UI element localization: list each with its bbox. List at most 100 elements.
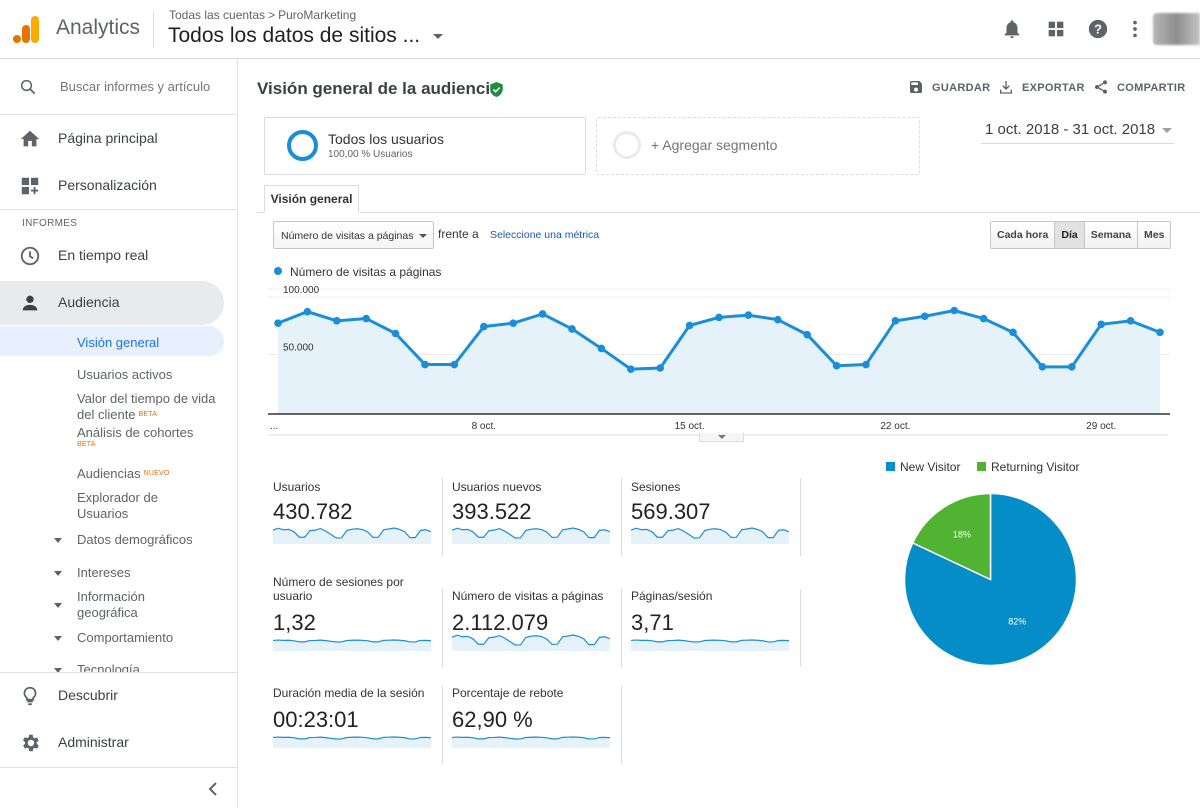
chart-data-point — [891, 317, 900, 325]
granularity-week-button[interactable]: Semana — [1083, 222, 1137, 248]
avatar[interactable] — [1153, 13, 1200, 45]
sidebar-sub-item-lifetime-value[interactable]: Valor del tiempo de vida del cliente BETA — [77, 391, 217, 423]
scorecard-value: 3,71 — [631, 610, 674, 635]
sidebar-item-discover[interactable]: Descubrir — [0, 674, 237, 718]
scorecard-pageviews[interactable]: Número de visitas a páginas 2.112.079 — [452, 589, 622, 669]
chevron-down-icon — [1162, 128, 1172, 133]
scorecard-value: 569.307 — [631, 499, 711, 524]
scorecard-label: Sesiones — [631, 480, 681, 494]
breadcrumb[interactable]: Todas las cuentas > PuroMarketing — [169, 8, 356, 22]
date-range-picker[interactable]: 1 oct. 2018 - 31 oct. 2018 — [981, 120, 1174, 144]
sparkline-line — [273, 639, 431, 643]
scorecard-sessions[interactable]: Sesiones 569.307 — [631, 480, 801, 560]
chart-resize-handle[interactable] — [699, 433, 744, 442]
segment-all-users[interactable]: Todos los usuarios 100,00 % Usuarios — [264, 117, 586, 175]
sparkline-area — [273, 528, 431, 544]
scorecard-divider — [442, 478, 443, 556]
sidebar-sub-item-demographics[interactable]: Datos demográficos — [77, 532, 193, 547]
expand-arrow-icon[interactable] — [54, 538, 62, 543]
chart-data-point — [333, 317, 341, 325]
series-legend-label[interactable]: Número de visitas a páginas — [290, 265, 442, 279]
breadcrumb-parent[interactable]: Todas las cuentas — [169, 8, 266, 22]
metric-select-value: Número de visitas a páginas — [281, 230, 414, 242]
add-segment-label: + Agregar segmento — [651, 137, 778, 153]
scorecard-sessions-per-user[interactable]: Número de sesiones por usuario 1,32 — [273, 575, 443, 655]
sidebar-item-customization[interactable]: Personalización — [0, 164, 237, 208]
breadcrumb-separator: > — [268, 8, 276, 22]
scorecard-label: Porcentaje de rebote — [452, 686, 564, 700]
line-chart: 100.000 50.000... 8 oct. 15 oct. 22 oct. 29 o… — [268, 285, 1170, 436]
expand-arrow-icon[interactable] — [54, 668, 62, 673]
sidebar-sub-item-active-users[interactable]: Usuarios activos — [77, 367, 173, 382]
help-icon[interactable]: ? — [1087, 18, 1109, 40]
chart-data-point — [1068, 363, 1076, 371]
sidebar-sub-item-label: Análisis de cohortes — [77, 425, 194, 440]
scorecard-label: Duración media de la sesión — [273, 686, 425, 700]
sidebar-item-label: Administrar — [58, 734, 129, 750]
scorecard-divider — [442, 589, 443, 667]
sparkline-area — [273, 737, 431, 748]
granularity-day-button[interactable]: Día — [1054, 222, 1084, 248]
share-label: COMPARTIR — [1117, 82, 1186, 94]
sidebar-item-realtime[interactable]: En tiempo real — [0, 234, 237, 278]
beta-badge: BETA — [138, 411, 158, 418]
sidebar-sub-item-overview[interactable]: Visión general — [77, 335, 160, 350]
sidebar-item-audience[interactable]: Audiencia — [0, 281, 224, 325]
sidebar-item-home[interactable]: Página principal — [0, 117, 237, 161]
app-name[interactable]: Analytics — [56, 16, 141, 39]
scorecard-divider — [621, 478, 622, 556]
export-label: EXPORTAR — [1022, 82, 1085, 94]
legend-label: New Visitor — [900, 460, 961, 474]
chart-data-point — [685, 321, 694, 330]
granularity-hourly-button[interactable]: Cada hora — [991, 222, 1055, 248]
sparkline-line — [631, 527, 789, 539]
chevron-down-icon[interactable] — [433, 34, 443, 39]
sidebar-sub-item-geo[interactable]: Información geográfica — [77, 589, 145, 620]
pie-slice — [903, 492, 1078, 667]
property-view-selector[interactable]: Todos los datos de sitios ... — [168, 24, 421, 47]
scorecard-users[interactable]: Usuarios 430.782 — [273, 480, 443, 560]
sparkline-area — [452, 737, 610, 748]
sidebar-sub-item-interests[interactable]: Intereses — [77, 565, 131, 580]
scorecard-divider — [800, 589, 801, 667]
download-icon — [1000, 81, 1012, 94]
expand-arrow-icon[interactable] — [54, 571, 62, 576]
sidebar-sub-item-technology[interactable]: Tecnología — [77, 662, 140, 672]
search-input[interactable] — [60, 79, 210, 94]
save-icon — [910, 81, 922, 93]
tab-overview[interactable]: Visión general — [264, 185, 359, 213]
sidebar-item-admin[interactable]: Administrar — [0, 721, 237, 765]
scorecard-new-users[interactable]: Usuarios nuevos 393.522 — [452, 480, 622, 560]
scorecard-value: 430.782 — [273, 499, 353, 524]
metric-select[interactable]: Número de visitas a páginas — [273, 221, 434, 249]
chart-data-point — [979, 314, 988, 323]
add-segment-button[interactable]: + Agregar segmento — [596, 117, 920, 175]
scorecard-sparkline — [452, 527, 610, 544]
analytics-logo-icon[interactable] — [12, 14, 40, 44]
scorecard-divider — [621, 589, 622, 667]
search-icon[interactable] — [19, 78, 37, 96]
select-metric-link[interactable]: Seleccione una métrica — [490, 229, 600, 241]
sparkline-line — [452, 527, 610, 539]
apps-grid-icon[interactable] — [1045, 18, 1067, 40]
sidebar-sub-item-cohort[interactable]: Análisis de cohortes BETA — [77, 425, 193, 449]
scorecard-pages-per-session[interactable]: Páginas/sesión 3,71 — [631, 589, 801, 669]
sparkline-line — [631, 639, 789, 643]
header-divider — [153, 12, 154, 48]
collapse-sidebar-icon[interactable] — [206, 781, 220, 797]
expand-arrow-icon[interactable] — [54, 636, 62, 641]
legend-swatch — [886, 462, 895, 471]
chevron-down-icon — [419, 234, 427, 238]
sidebar-sub-item-behavior[interactable]: Comportamiento — [77, 630, 174, 645]
more-vert-icon[interactable] — [1124, 18, 1146, 40]
scorecard-avg-session-duration[interactable]: Duración media de la sesión 00:23:01 — [273, 686, 443, 766]
sidebar-sub-item-user-explorer[interactable]: Explorador de Usuarios — [77, 490, 158, 521]
breadcrumb-account[interactable]: PuroMarketing — [278, 8, 357, 22]
notifications-bell-icon[interactable] — [1001, 18, 1023, 40]
sidebar-sub-item-audiences[interactable]: Audiencias NUEVO — [77, 466, 170, 482]
versus-label: frente a — [438, 227, 479, 241]
scorecard-value: 62,90 % — [452, 707, 533, 732]
granularity-month-button[interactable]: Mes — [1136, 222, 1171, 248]
scorecard-bounce-rate[interactable]: Porcentaje de rebote 62,90 % — [452, 686, 622, 766]
expand-arrow-icon[interactable] — [54, 603, 62, 608]
